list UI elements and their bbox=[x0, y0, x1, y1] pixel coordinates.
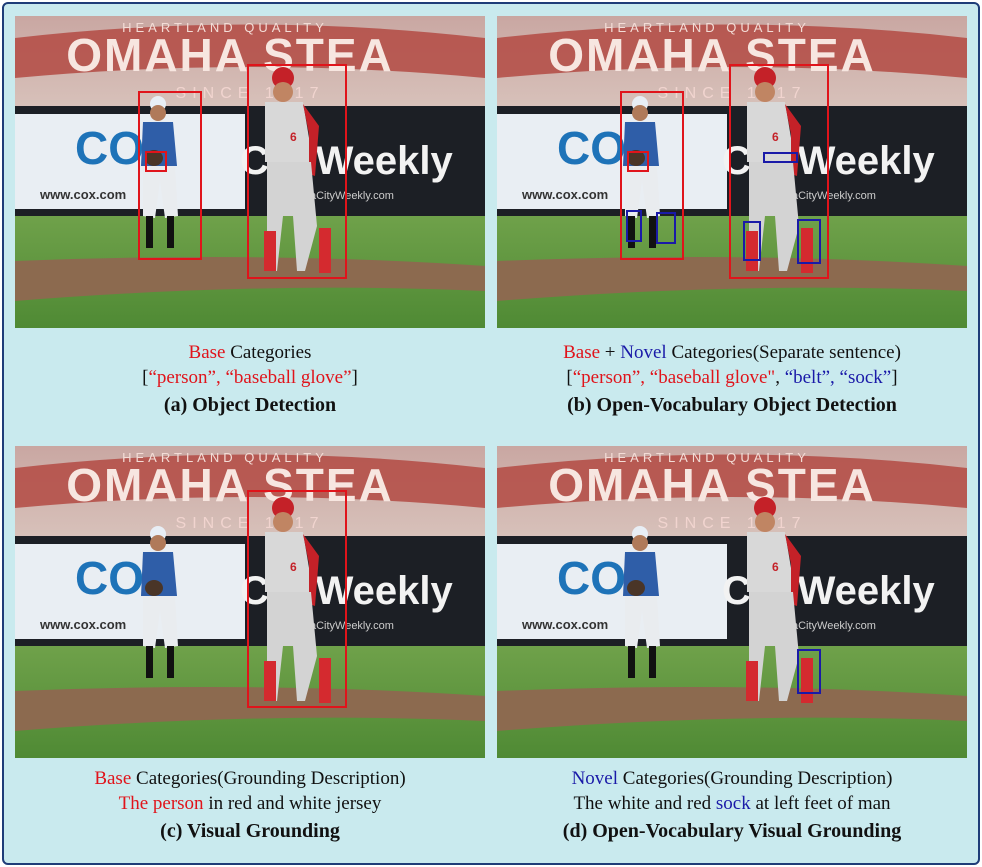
bbox-person-left bbox=[138, 91, 202, 260]
jersey-number: 6 bbox=[772, 560, 779, 574]
caption-b: Base + Novel Categories(Separate sentenc… bbox=[497, 340, 967, 420]
banner-text: OMAHA STEA bbox=[66, 459, 394, 511]
caption-a-line2: [“person”, “baseball glove”] bbox=[142, 367, 358, 388]
player-left bbox=[141, 96, 178, 248]
banner-top-text: HEARTLAND QUALITY bbox=[604, 20, 810, 35]
banner-top-text: HEARTLAND QUALITY bbox=[604, 450, 810, 465]
banner-text: OMAHA STEA bbox=[548, 29, 876, 81]
bbox-person-right bbox=[247, 64, 347, 279]
banner-top-text: HEARTLAND QUALITY bbox=[122, 20, 328, 35]
banner-since-text: SINCE 1917 bbox=[176, 85, 325, 102]
player-left bbox=[141, 526, 178, 678]
sign-url: www.cox.com bbox=[39, 187, 126, 202]
photo-b: HEARTLAND QUALITY OMAHA STEA SINCE 1917 … bbox=[497, 16, 967, 328]
bbox-sock-2 bbox=[656, 212, 676, 244]
sign-url: www.cox.com bbox=[39, 617, 126, 632]
player-right: 6 bbox=[264, 497, 331, 703]
player-left bbox=[623, 96, 660, 248]
banner-top-text: HEARTLAND QUALITY bbox=[122, 450, 328, 465]
caption-c-line1: Base Categories(Grounding Description) bbox=[94, 768, 406, 789]
banner-since-text: SINCE 1917 bbox=[658, 85, 807, 102]
photo-c: HEARTLAND QUALITY OMAHA STEA SINCE 1917 … bbox=[15, 446, 485, 758]
banner-text: OMAHA STEA bbox=[66, 29, 394, 81]
bbox-baseball-glove bbox=[145, 151, 167, 172]
bbox-baseball-glove bbox=[627, 151, 649, 172]
bbox-person-right bbox=[729, 64, 829, 279]
jersey-number: 6 bbox=[290, 130, 297, 144]
banner-since-text: SINCE 1917 bbox=[658, 515, 807, 532]
banner-since-text: SINCE 1917 bbox=[176, 515, 325, 532]
caption-a: Base Categories [“person”, “baseball glo… bbox=[15, 340, 485, 420]
caption-c-line2: The person in red and white jersey bbox=[118, 793, 382, 814]
player-right: 6 bbox=[264, 67, 331, 273]
caption-b-line1: Base + Novel Categories(Separate sentenc… bbox=[563, 342, 901, 363]
caption-d-title: (d) Open-Vocabulary Visual Grounding bbox=[562, 820, 902, 842]
photo-d: HEARTLAND QUALITY OMAHA STEA SINCE 1917 … bbox=[497, 446, 967, 758]
caption-d: Novel Categories(Grounding Description) … bbox=[497, 766, 967, 846]
bbox-sock-3 bbox=[743, 221, 761, 261]
caption-b-line2: [“person”, “baseball glove", “belt”, “so… bbox=[566, 367, 898, 388]
bbox-person-left bbox=[620, 91, 684, 260]
bbox-belt bbox=[763, 152, 798, 163]
bbox-person-right bbox=[247, 490, 347, 708]
banner-text: OMAHA STEA bbox=[548, 459, 876, 511]
player-right: 6 bbox=[746, 497, 813, 703]
photo-a: HEARTLAND QUALITY OMAHA STEA SINCE 1917 … bbox=[15, 16, 485, 328]
jersey-number: 6 bbox=[290, 560, 297, 574]
bbox-sock-4 bbox=[797, 219, 821, 264]
caption-c-title: (c) Visual Grounding bbox=[160, 820, 340, 842]
bbox-sock bbox=[797, 649, 821, 694]
caption-a-title: (a) Object Detection bbox=[163, 394, 337, 416]
caption-d-line2: The white and red sock at left feet of m… bbox=[573, 793, 891, 814]
caption-d-line1: Novel Categories(Grounding Description) bbox=[571, 768, 893, 789]
caption-a-line1: Base Categories bbox=[188, 342, 312, 363]
jersey-number: 6 bbox=[772, 130, 779, 144]
sign-url: www.cox.com bbox=[521, 187, 608, 202]
bbox-sock-1 bbox=[626, 210, 642, 242]
caption-c: Base Categories(Grounding Description) T… bbox=[15, 766, 485, 846]
caption-b-title: (b) Open-Vocabulary Object Detection bbox=[567, 394, 897, 416]
player-left bbox=[623, 526, 660, 678]
sign-url: www.cox.com bbox=[521, 617, 608, 632]
